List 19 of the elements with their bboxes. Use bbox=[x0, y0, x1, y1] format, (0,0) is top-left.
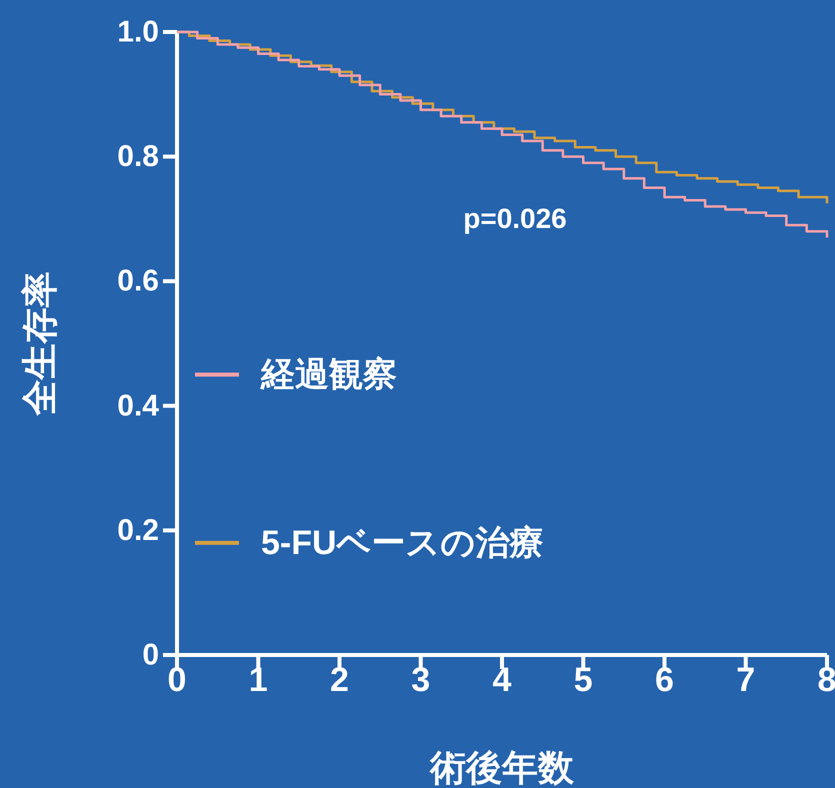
legend-label: 5-FUベースの治療 bbox=[261, 524, 544, 562]
x-tick-label: 1 bbox=[248, 661, 268, 699]
y-tick-label: 0 bbox=[142, 638, 159, 672]
y-tick-label: 0.6 bbox=[117, 264, 159, 298]
x-tick-label: 5 bbox=[574, 661, 593, 699]
y-axis-title: 全生存率 bbox=[19, 272, 60, 416]
x-tick-label: 4 bbox=[492, 661, 512, 699]
y-tick-label: 0.8 bbox=[117, 140, 159, 174]
y-tick-label: 0.2 bbox=[117, 514, 159, 547]
x-tick-label: 6 bbox=[655, 661, 674, 699]
y-tick-label: 1.0 bbox=[117, 16, 159, 48]
y-tick-label: 0.4 bbox=[117, 389, 160, 422]
x-axis-title: 術後年数 bbox=[429, 747, 575, 788]
x-tick-label: 3 bbox=[411, 661, 430, 699]
x-tick-label: 7 bbox=[736, 661, 756, 699]
legend-label: 経過観察 bbox=[260, 356, 397, 394]
annotation: p=0.026 bbox=[463, 203, 567, 234]
x-tick-label: 0 bbox=[168, 661, 186, 699]
x-tick-label: 2 bbox=[330, 661, 349, 699]
